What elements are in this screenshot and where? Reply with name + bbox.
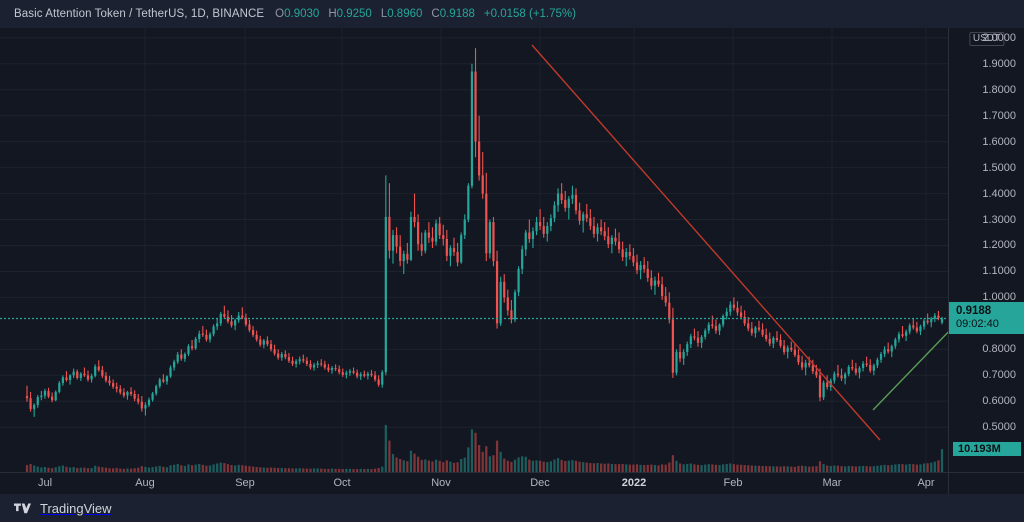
price-tick-label: 1.1000	[982, 265, 1016, 278]
price-tick-label: 1.5000	[982, 161, 1016, 174]
countdown-timer: 09:02:40	[956, 318, 999, 331]
price-tick-label: 1.7000	[982, 109, 1016, 122]
close-value: 0.9188	[439, 8, 475, 20]
open-value: 0.9030	[284, 8, 320, 20]
current-price-value: 0.9188	[956, 305, 992, 318]
current-price-badge: 0.9188 09:02:40	[949, 302, 1024, 335]
price-tick-label: 0.7000	[982, 369, 1016, 382]
time-tick-label: 2022	[621, 477, 647, 489]
chart-footer: TradingView	[0, 494, 1024, 522]
chart-header: Basic Attention Token / TetherUS, 1D, BI…	[0, 0, 1024, 28]
price-tick-label: 0.5000	[982, 421, 1016, 434]
price-change: +0.0158 (+1.75%)	[483, 8, 576, 20]
tradingview-logo-link[interactable]: TradingView	[14, 501, 112, 516]
time-tick-label: Oct	[333, 477, 351, 489]
volume-value-badge: 10.193M	[953, 442, 1021, 457]
currency-unit-badge: USDT	[968, 32, 1005, 46]
price-axis[interactable]: USDT 2.0000 1.9000 1.8000 1.7000 1.6000 1.500…	[948, 28, 1024, 472]
candlestick-canvas	[0, 28, 948, 472]
time-tick-label: Feb	[723, 477, 743, 489]
price-tick-label: 1.6000	[982, 135, 1016, 148]
price-tick-label: 1.9000	[982, 57, 1016, 70]
price-tick-label: 1.0000	[982, 291, 1016, 304]
price-tick-label: 1.3000	[982, 213, 1016, 226]
symbol-title[interactable]: Basic Attention Token / TetherUS, 1D, BI…	[14, 8, 265, 20]
price-tick-label: 0.8000	[982, 343, 1016, 356]
open-label: O	[275, 8, 285, 20]
high-value: 0.9250	[336, 8, 372, 20]
volume-bars	[25, 424, 944, 472]
tradingview-logo-text: TradingView	[40, 500, 112, 516]
ascending-support	[872, 331, 948, 411]
time-tick-label: Nov	[431, 477, 451, 489]
time-tick-label: Apr	[917, 477, 935, 489]
candles	[25, 48, 944, 417]
tradingview-logo-icon	[14, 502, 33, 515]
price-tick-label: 0.6000	[982, 395, 1016, 408]
time-tick-label: Dec	[530, 477, 550, 489]
axis-corner	[948, 472, 1024, 494]
price-tick-label: 1.4000	[982, 187, 1016, 200]
price-tick-label: 1.2000	[982, 239, 1016, 252]
price-tick-label: 2.0000	[982, 31, 1016, 44]
ohlc-legend: O0.9030 H0.9250 L0.8960 C0.9188 +0.0158 (+1.…	[275, 8, 576, 20]
low-value: 0.8960	[387, 8, 423, 20]
time-axis[interactable]: Jul Aug Sep Oct Nov Dec 2022 Feb Mar Apr	[0, 472, 948, 494]
time-tick-label: Aug	[135, 477, 155, 489]
trendline-annotations[interactable]	[531, 44, 948, 441]
chart-plot-area[interactable]	[0, 28, 948, 472]
grid-lines	[0, 28, 948, 472]
descending-resistance	[531, 44, 881, 441]
time-tick-label: Jul	[37, 477, 53, 489]
close-label: C	[431, 8, 440, 20]
time-tick-label: Sep	[235, 477, 255, 489]
price-tick-label: 1.8000	[982, 83, 1016, 96]
high-label: H	[328, 8, 337, 20]
time-tick-label: Mar	[822, 477, 842, 489]
low-label: L	[380, 8, 388, 20]
